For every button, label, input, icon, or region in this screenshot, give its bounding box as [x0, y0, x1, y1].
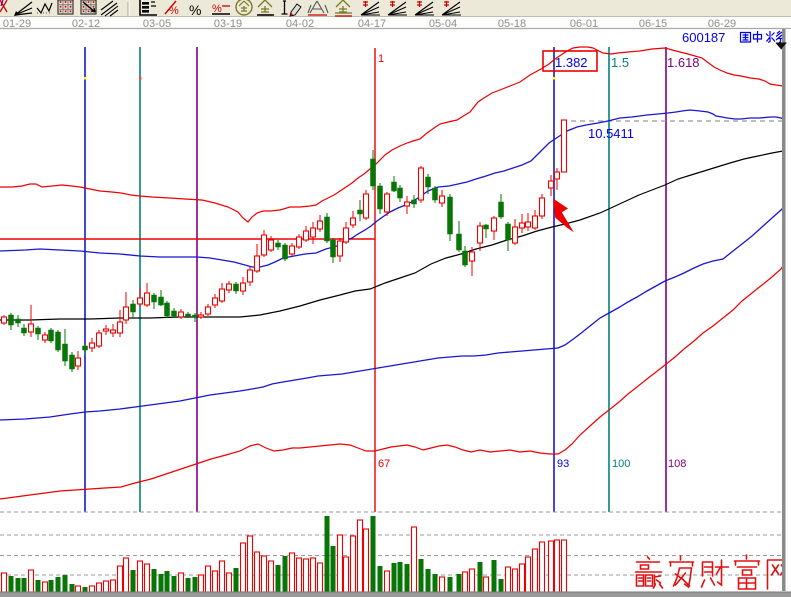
svg-text:93: 93 [557, 458, 569, 470]
svg-text:67: 67 [378, 458, 390, 470]
svg-text:06-01: 06-01 [570, 18, 598, 30]
svg-text:04-02: 04-02 [286, 18, 314, 30]
svg-text:100: 100 [612, 458, 630, 470]
svg-text:02-12: 02-12 [72, 18, 100, 30]
svg-text:%: % [212, 3, 222, 15]
svg-text:10.5411: 10.5411 [588, 126, 634, 141]
svg-text:1: 1 [378, 53, 384, 65]
svg-text:06-15: 06-15 [639, 18, 667, 30]
svg-text:%: % [189, 2, 201, 18]
svg-text:03-05: 03-05 [143, 18, 171, 30]
svg-text:600187: 600187 [682, 30, 725, 45]
svg-text:1.618: 1.618 [667, 55, 700, 70]
svg-text:05-18: 05-18 [498, 18, 526, 30]
svg-text:03-19: 03-19 [214, 18, 242, 30]
svg-text:01-29: 01-29 [3, 18, 31, 30]
svg-text:1.5: 1.5 [611, 55, 629, 70]
svg-text:1.382: 1.382 [555, 55, 588, 70]
svg-text:%: % [169, 5, 179, 17]
svg-text:05-04: 05-04 [429, 18, 457, 30]
svg-text:06-29: 06-29 [708, 18, 736, 30]
svg-text:108: 108 [668, 458, 686, 470]
svg-text:04-17: 04-17 [358, 18, 386, 30]
